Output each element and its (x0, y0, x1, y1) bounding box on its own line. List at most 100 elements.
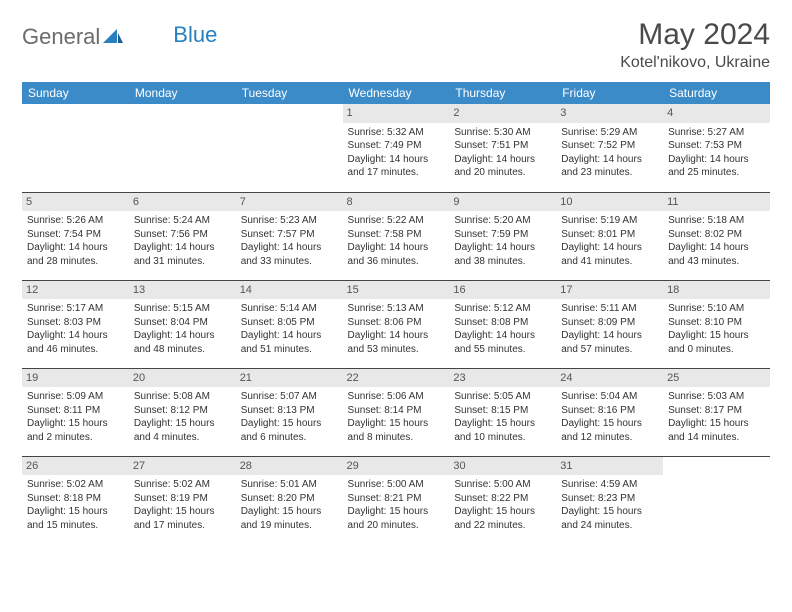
calendar-day-cell: 31Sunrise: 4:59 AMSunset: 8:23 PMDayligh… (556, 456, 663, 544)
day-info-line: Sunrise: 5:08 AM (134, 390, 231, 404)
day-number: 16 (449, 281, 556, 300)
day-number: 21 (236, 369, 343, 388)
location: Kotel'nikovo, Ukraine (620, 54, 770, 72)
day-info-line: Sunset: 7:56 PM (134, 228, 231, 242)
day-info-line: Sunset: 7:51 PM (454, 139, 551, 153)
day-info-line: Sunrise: 5:14 AM (241, 302, 338, 316)
day-number: 18 (663, 281, 770, 300)
day-number: 10 (556, 193, 663, 212)
day-info-line: Sunset: 7:52 PM (561, 139, 658, 153)
day-info-line: Sunrise: 5:06 AM (348, 390, 445, 404)
day-info-line: Daylight: 14 hours (561, 241, 658, 255)
day-number: 6 (129, 193, 236, 212)
day-number: 1 (343, 104, 450, 123)
day-info-line: Sunrise: 5:18 AM (668, 214, 765, 228)
calendar-day-cell: 5Sunrise: 5:26 AMSunset: 7:54 PMDaylight… (22, 192, 129, 280)
day-info-line: and 41 minutes. (561, 255, 658, 269)
month-title: May 2024 (620, 18, 770, 52)
day-info-line: and 14 minutes. (668, 431, 765, 445)
day-info-line: Daylight: 14 hours (454, 329, 551, 343)
day-info-line: Daylight: 15 hours (348, 505, 445, 519)
day-number: 26 (22, 457, 129, 476)
day-info-line: and 43 minutes. (668, 255, 765, 269)
day-info-line: Daylight: 15 hours (454, 505, 551, 519)
day-info-line: and 23 minutes. (561, 166, 658, 180)
calendar-day-cell: 23Sunrise: 5:05 AMSunset: 8:15 PMDayligh… (449, 368, 556, 456)
day-info-line: and 24 minutes. (561, 519, 658, 533)
day-info-line: Sunrise: 5:32 AM (348, 126, 445, 140)
day-info-line: Daylight: 14 hours (561, 329, 658, 343)
day-info-line: and 2 minutes. (27, 431, 124, 445)
day-info-line: and 38 minutes. (454, 255, 551, 269)
calendar-day-cell: 7Sunrise: 5:23 AMSunset: 7:57 PMDaylight… (236, 192, 343, 280)
day-info-line: Sunrise: 5:07 AM (241, 390, 338, 404)
day-info-line: Daylight: 15 hours (561, 417, 658, 431)
day-info-line: Sunset: 8:18 PM (27, 492, 124, 506)
day-info-line: Sunset: 8:11 PM (27, 404, 124, 418)
day-info-line: Daylight: 15 hours (241, 505, 338, 519)
day-info-line: and 19 minutes. (241, 519, 338, 533)
day-info-line: Sunrise: 5:22 AM (348, 214, 445, 228)
day-info-line: Sunset: 8:09 PM (561, 316, 658, 330)
day-info-line: Daylight: 14 hours (27, 241, 124, 255)
day-info-line: and 4 minutes. (134, 431, 231, 445)
day-info-line: Daylight: 14 hours (454, 241, 551, 255)
calendar-day-cell: 30Sunrise: 5:00 AMSunset: 8:22 PMDayligh… (449, 456, 556, 544)
day-info-line: Sunrise: 5:20 AM (454, 214, 551, 228)
day-info-line: Sunset: 8:10 PM (668, 316, 765, 330)
day-info-line: Daylight: 14 hours (27, 329, 124, 343)
day-info-line: and 10 minutes. (454, 431, 551, 445)
day-info-line: Sunrise: 5:17 AM (27, 302, 124, 316)
day-info-line: Sunset: 8:05 PM (241, 316, 338, 330)
day-info-line: Sunset: 8:13 PM (241, 404, 338, 418)
day-info-line: Sunset: 8:15 PM (454, 404, 551, 418)
day-info-line: Daylight: 14 hours (348, 153, 445, 167)
day-info-line: Sunset: 7:57 PM (241, 228, 338, 242)
day-info-line: Daylight: 15 hours (561, 505, 658, 519)
day-info-line: Sunset: 8:16 PM (561, 404, 658, 418)
day-info-line: and 51 minutes. (241, 343, 338, 357)
day-info-line: Daylight: 14 hours (668, 241, 765, 255)
calendar-day-cell: 4Sunrise: 5:27 AMSunset: 7:53 PMDaylight… (663, 104, 770, 192)
day-number: 2 (449, 104, 556, 123)
day-info-line: Sunrise: 5:27 AM (668, 126, 765, 140)
day-number: 11 (663, 193, 770, 212)
calendar-day-cell: 1Sunrise: 5:32 AMSunset: 7:49 PMDaylight… (343, 104, 450, 192)
day-number: 27 (129, 457, 236, 476)
calendar-week-row: 12Sunrise: 5:17 AMSunset: 8:03 PMDayligh… (22, 280, 770, 368)
day-number: 24 (556, 369, 663, 388)
logo-text-blue: Blue (173, 22, 217, 48)
day-info-line: Daylight: 15 hours (27, 417, 124, 431)
calendar-day-cell (22, 104, 129, 192)
day-number: 28 (236, 457, 343, 476)
day-info-line: and 8 minutes. (348, 431, 445, 445)
day-info-line: Sunrise: 5:10 AM (668, 302, 765, 316)
calendar-week-row: 1Sunrise: 5:32 AMSunset: 7:49 PMDaylight… (22, 104, 770, 192)
weekday-header: Thursday (449, 82, 556, 104)
day-info-line: Sunset: 8:06 PM (348, 316, 445, 330)
day-info-line: Sunrise: 5:01 AM (241, 478, 338, 492)
calendar-day-cell: 15Sunrise: 5:13 AMSunset: 8:06 PMDayligh… (343, 280, 450, 368)
day-info-line: and 53 minutes. (348, 343, 445, 357)
weekday-header: Wednesday (343, 82, 450, 104)
day-info-line: and 17 minutes. (134, 519, 231, 533)
day-info-line: Sunset: 8:04 PM (134, 316, 231, 330)
day-info-line: Sunrise: 5:00 AM (454, 478, 551, 492)
day-number: 20 (129, 369, 236, 388)
day-info-line: and 46 minutes. (27, 343, 124, 357)
weekday-header: Monday (129, 82, 236, 104)
day-info-line: Daylight: 14 hours (561, 153, 658, 167)
day-info-line: and 20 minutes. (348, 519, 445, 533)
day-number: 12 (22, 281, 129, 300)
calendar-day-cell: 19Sunrise: 5:09 AMSunset: 8:11 PMDayligh… (22, 368, 129, 456)
calendar-day-cell: 6Sunrise: 5:24 AMSunset: 7:56 PMDaylight… (129, 192, 236, 280)
day-info-line: Sunset: 8:12 PM (134, 404, 231, 418)
day-number: 13 (129, 281, 236, 300)
calendar-day-cell: 27Sunrise: 5:02 AMSunset: 8:19 PMDayligh… (129, 456, 236, 544)
day-info-line: Sunrise: 5:30 AM (454, 126, 551, 140)
sail-icon (103, 29, 123, 45)
day-info-line: Daylight: 15 hours (348, 417, 445, 431)
calendar-day-cell: 21Sunrise: 5:07 AMSunset: 8:13 PMDayligh… (236, 368, 343, 456)
weekday-header: Tuesday (236, 82, 343, 104)
day-info-line: Daylight: 14 hours (348, 329, 445, 343)
